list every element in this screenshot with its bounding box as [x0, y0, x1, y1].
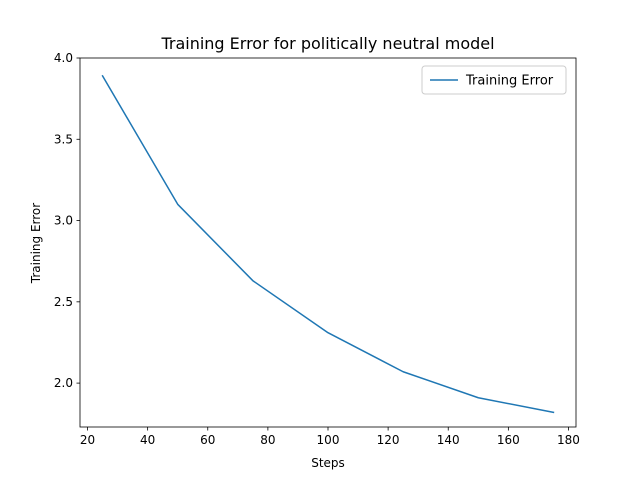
legend-label-1: Training Error [465, 74, 554, 89]
x-tick-label-60: 60 [200, 433, 215, 447]
x-tick-label-40: 40 [140, 433, 155, 447]
x-axis-label: Steps [311, 456, 345, 470]
x-tick-label-180: 180 [557, 433, 580, 447]
series-line-1 [101, 74, 555, 414]
y-tick-label-3.0: 3.0 [54, 214, 73, 228]
x-tick-label-120: 120 [377, 433, 400, 447]
x-tick-label-80: 80 [260, 433, 275, 447]
chart-title: Training Error for politically neutral m… [160, 34, 494, 53]
x-tick-label-160: 160 [497, 433, 520, 447]
x-tick-label-100: 100 [317, 433, 340, 447]
x-tick-label-140: 140 [437, 433, 460, 447]
y-axis-label: Training Error [29, 203, 43, 284]
plot-area: 20 40 60 80 100 120 140 160 180 2.0 2.5 3.0 3.5 4.0 Tr… [54, 51, 580, 447]
legend-box [421, 65, 567, 95]
y-tick-label-4.0: 4.0 [54, 51, 73, 65]
y-tick-label-2.5: 2.5 [54, 295, 73, 309]
x-tick-label-20: 20 [80, 433, 95, 447]
y-tick-label-2.0: 2.0 [54, 376, 73, 390]
y-tick-label-3.5: 3.5 [54, 132, 73, 146]
